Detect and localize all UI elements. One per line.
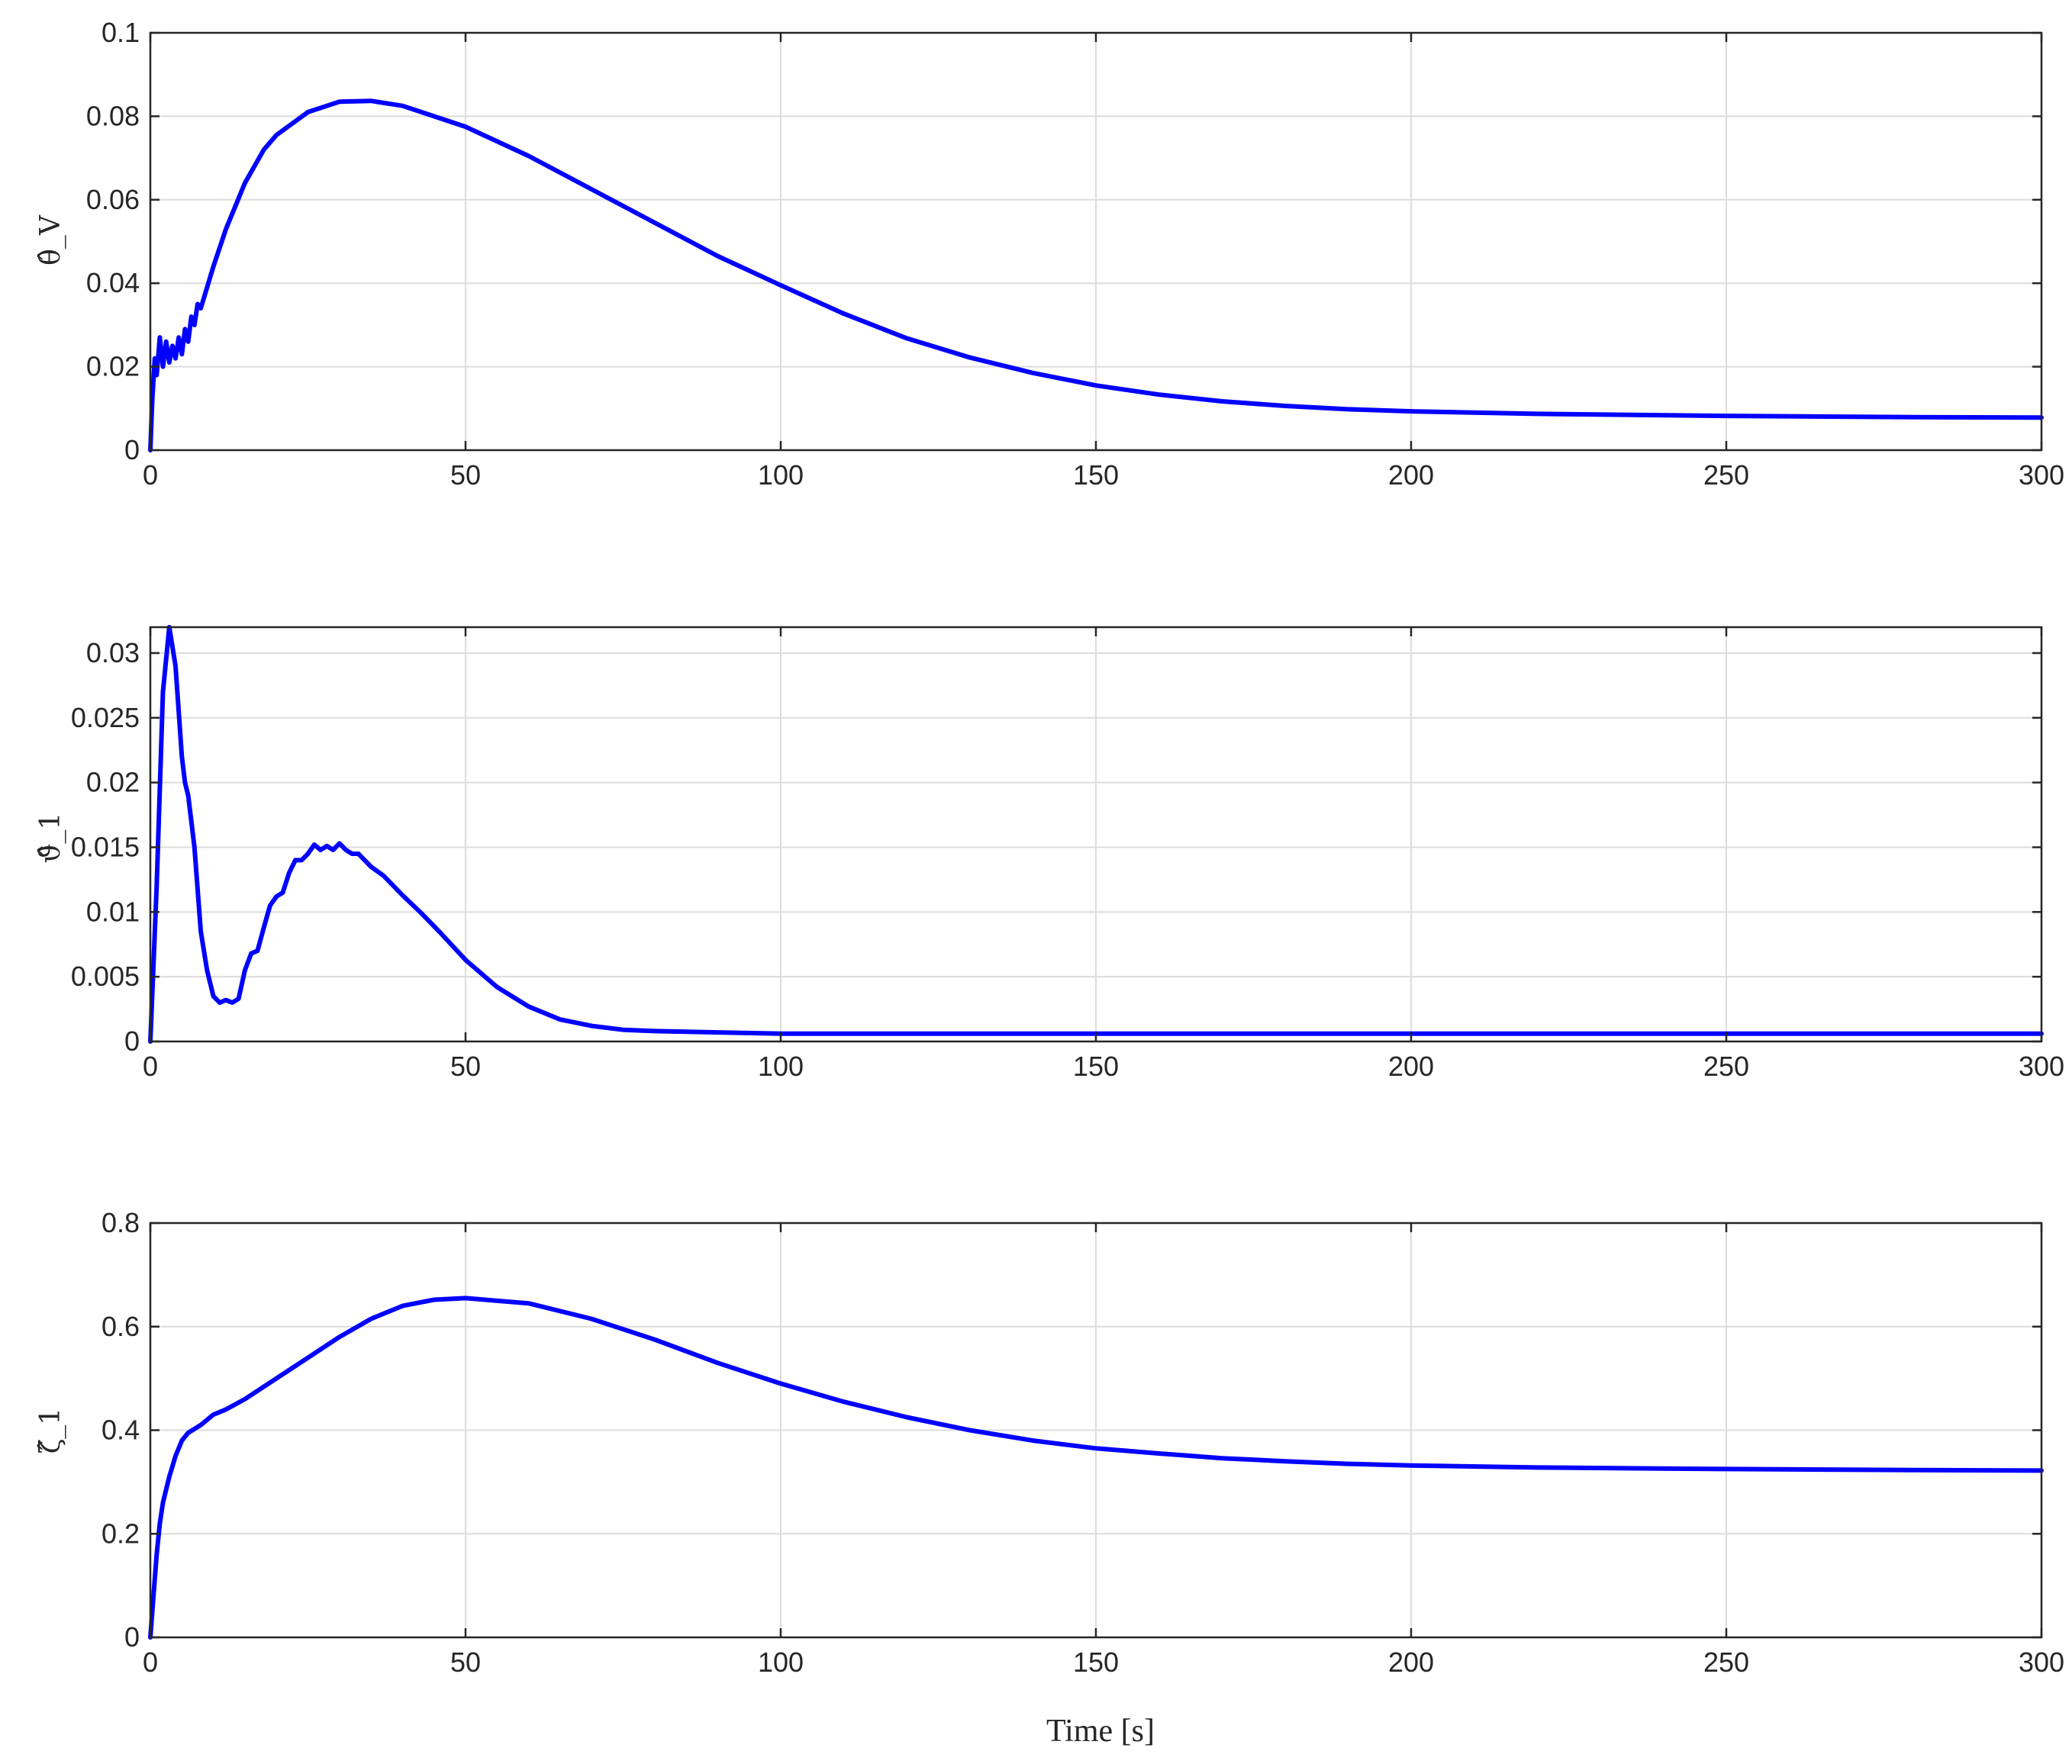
panel-1-ytick-label-5: 0.025 bbox=[71, 702, 140, 733]
x-axis-label: Time [s] bbox=[1046, 1714, 1155, 1749]
panel-0-xtick-label-5: 250 bbox=[1703, 459, 1749, 491]
panel-0-xtick-label-4: 200 bbox=[1388, 459, 1434, 491]
panel-1-xtick-label-2: 100 bbox=[758, 1051, 804, 1082]
panel-1-ytick-label-1: 0.005 bbox=[71, 961, 140, 992]
panel-0-ytick-label-1: 0.02 bbox=[86, 351, 140, 382]
panel-1-xtick-label-3: 150 bbox=[1073, 1051, 1119, 1082]
panel-2-xtick-label-0: 0 bbox=[143, 1647, 158, 1678]
panel-1-ytick-label-0: 0 bbox=[124, 1025, 140, 1057]
panel-0-xtick-label-1: 50 bbox=[450, 459, 481, 491]
panel-0-ytick-label-5: 0.1 bbox=[102, 17, 140, 48]
panel-0-xtick-label-3: 150 bbox=[1073, 459, 1119, 491]
panel-1-ytick-label-3: 0.015 bbox=[71, 831, 140, 862]
panel-1-xtick-label-1: 50 bbox=[450, 1051, 481, 1082]
panel-1-xtick-label-0: 0 bbox=[143, 1051, 158, 1082]
panel-0-ytick-label-0: 0 bbox=[124, 434, 140, 465]
panel-2-ytick-label-4: 0.8 bbox=[102, 1207, 140, 1238]
panel-2-xtick-label-2: 100 bbox=[758, 1647, 804, 1678]
panel-0-ytick-label-2: 0.04 bbox=[86, 267, 140, 298]
panel-1-ylabel: ϑ̂_1 bbox=[35, 813, 66, 864]
panel-0-xtick-label-0: 0 bbox=[143, 459, 158, 491]
panel-2-series-line bbox=[148, 1296, 2044, 1640]
panel-vartheta-1: ϑ̂_1 0 50 100 150 200 250 300 0 0.005 0.01 0.015 0.… bbox=[35, 625, 2064, 1082]
panel-1-ytick-label-2: 0.01 bbox=[86, 896, 140, 927]
panel-1-ytick-label-4: 0.02 bbox=[86, 767, 140, 798]
panel-1-xtick-label-6: 300 bbox=[2019, 1051, 2064, 1082]
panel-0-xtick-label-6: 300 bbox=[2019, 459, 2064, 491]
panel-1-xtick-label-5: 250 bbox=[1703, 1051, 1749, 1082]
panel-2-ytick-label-2: 0.4 bbox=[102, 1415, 140, 1446]
panel-2-ytick-label-3: 0.6 bbox=[102, 1311, 140, 1342]
panel-0-xtick-label-2: 100 bbox=[758, 459, 804, 491]
panel-theta-v: θ̂_V 0 50 100 150 200 250 300 0 0.02 0.04 0.06 0.08… bbox=[35, 17, 2064, 491]
panel-0-ytick-label-4: 0.08 bbox=[86, 100, 140, 131]
panel-2-ylabel: ζ̂_1 bbox=[35, 1408, 66, 1453]
panel-0-series-line bbox=[148, 98, 2044, 452]
panel-1-xtick-label-4: 200 bbox=[1388, 1051, 1434, 1082]
panel-0-ylabel: θ̂_V bbox=[35, 214, 66, 266]
panel-2-xtick-label-4: 200 bbox=[1388, 1647, 1434, 1678]
panel-zeta-1: ζ̂_1 0 50 100 150 200 250 300 0 0.2 0.4 0.6 0.8 bbox=[35, 1207, 2064, 1678]
panel-2-ytick-label-0: 0 bbox=[124, 1621, 140, 1653]
panel-2-ytick-label-1: 0.2 bbox=[102, 1518, 140, 1549]
panel-2-xtick-label-3: 150 bbox=[1073, 1647, 1119, 1678]
panel-2-xtick-label-1: 50 bbox=[450, 1647, 481, 1678]
panel-2-xtick-label-5: 250 bbox=[1703, 1647, 1749, 1678]
panel-2-xtick-label-6: 300 bbox=[2019, 1647, 2064, 1678]
panel-1-series-line bbox=[148, 625, 2044, 1044]
panel-1-ytick-label-6: 0.03 bbox=[86, 637, 140, 668]
panel-0-ytick-label-3: 0.06 bbox=[86, 184, 140, 215]
